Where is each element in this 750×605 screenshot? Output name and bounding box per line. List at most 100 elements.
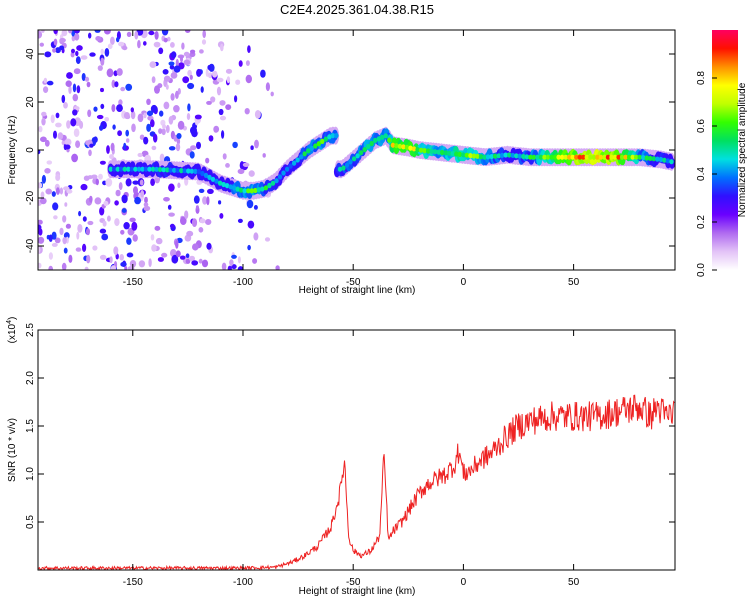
noise-blob bbox=[43, 77, 48, 84]
ridge-core bbox=[217, 180, 223, 186]
noise-blob bbox=[110, 36, 115, 45]
ridge-core bbox=[595, 154, 600, 160]
noise-blob bbox=[144, 196, 148, 204]
noise-blob bbox=[235, 79, 241, 85]
ridge-core bbox=[648, 155, 653, 161]
y-tick-label: 2.5 bbox=[25, 323, 36, 337]
ridge-core bbox=[521, 153, 526, 160]
noise-blob bbox=[207, 72, 213, 79]
noise-blob bbox=[93, 106, 98, 112]
noise-blob bbox=[59, 227, 64, 236]
noise-blob bbox=[59, 187, 64, 195]
noise-blob bbox=[41, 111, 47, 117]
noise-blob bbox=[180, 55, 183, 63]
colorbar-tick-label: 0.0 bbox=[696, 263, 707, 277]
noise-blob bbox=[168, 61, 175, 66]
noise-blob bbox=[189, 255, 195, 262]
noise-blob bbox=[68, 254, 73, 263]
noise-blob bbox=[44, 51, 52, 58]
noise-blob bbox=[86, 81, 91, 88]
noise-blob bbox=[169, 64, 175, 70]
noise-blob bbox=[131, 221, 138, 231]
noise-blob bbox=[100, 87, 104, 93]
noise-blob bbox=[163, 37, 168, 43]
noise-blob bbox=[138, 260, 146, 268]
ridge-core bbox=[397, 143, 403, 149]
ridge-core bbox=[157, 166, 163, 173]
noise-blob bbox=[76, 45, 83, 51]
spectrogram-marks bbox=[38, 30, 675, 270]
ridge-core bbox=[277, 174, 283, 180]
ridge-core bbox=[313, 143, 318, 149]
noise-blob bbox=[137, 152, 143, 158]
noise-blob bbox=[232, 141, 238, 149]
noise-blob bbox=[205, 157, 210, 164]
ridge-core bbox=[355, 153, 360, 159]
noise-blob bbox=[154, 225, 161, 231]
noise-blob bbox=[201, 259, 209, 268]
noise-blob bbox=[63, 186, 70, 191]
noise-blob bbox=[195, 120, 199, 126]
noise-blob bbox=[219, 100, 226, 106]
snr-ylabel: SNR (10 * v/v) bbox=[7, 418, 18, 482]
ridge-core bbox=[337, 166, 343, 172]
noise-blob bbox=[109, 154, 114, 160]
noise-blob bbox=[161, 128, 166, 136]
x-tick-label: -50 bbox=[346, 277, 361, 288]
noise-blob bbox=[57, 132, 64, 140]
noise-blob bbox=[157, 257, 164, 262]
ridge-core bbox=[588, 154, 593, 160]
noise-blob bbox=[75, 50, 79, 57]
noise-blob bbox=[179, 255, 186, 260]
ridge-core bbox=[447, 150, 452, 156]
noise-blob bbox=[43, 86, 49, 93]
noise-blob bbox=[105, 178, 113, 187]
ridge-core bbox=[284, 166, 290, 172]
noise-blob bbox=[95, 36, 102, 41]
noise-blob bbox=[234, 95, 238, 103]
ridge-core bbox=[577, 154, 582, 160]
noise-blob bbox=[237, 256, 241, 264]
ridge-core bbox=[514, 153, 519, 159]
ridge-core bbox=[380, 134, 385, 140]
ridge-core bbox=[341, 165, 346, 171]
spectrogram-panel: -150 -100 -50 0 50 -40 -20 0 20 40 Height of stra… bbox=[7, 29, 676, 296]
ridge-core bbox=[542, 154, 547, 160]
noise-blob bbox=[162, 69, 169, 75]
noise-blob bbox=[126, 138, 130, 143]
noise-blob bbox=[68, 30, 73, 34]
ridge-core bbox=[115, 166, 121, 172]
noise-blob bbox=[219, 115, 227, 121]
ridge-core bbox=[468, 153, 473, 159]
chart-title: C2E4.2025.361.04.38.R15 bbox=[280, 2, 434, 17]
noise-blob bbox=[148, 258, 152, 267]
ridge-core bbox=[295, 157, 300, 163]
noise-blob bbox=[44, 168, 51, 174]
snr-marks bbox=[38, 394, 675, 570]
ridge-core bbox=[570, 154, 575, 160]
noise-blob bbox=[53, 130, 57, 139]
noise-blob bbox=[111, 104, 116, 113]
noise-blob bbox=[55, 187, 60, 195]
ridge-core bbox=[112, 166, 117, 172]
noise-blob bbox=[186, 113, 191, 120]
noise-blob bbox=[38, 246, 41, 254]
noise-blob bbox=[80, 183, 88, 191]
ridge-core bbox=[443, 150, 448, 156]
noise-blob bbox=[99, 206, 105, 216]
noise-blob bbox=[120, 261, 127, 267]
ridge-core bbox=[651, 156, 656, 162]
noise-blob bbox=[163, 75, 171, 82]
y-tick-label: 40 bbox=[25, 48, 36, 60]
ridge-core bbox=[327, 134, 332, 140]
noise-blob bbox=[191, 218, 198, 228]
ridge-core bbox=[161, 167, 166, 173]
noise-blob bbox=[70, 52, 75, 58]
noise-blob bbox=[247, 244, 251, 251]
noise-blob bbox=[53, 38, 58, 46]
noise-blob bbox=[61, 94, 66, 104]
noise-blob bbox=[247, 220, 255, 229]
ridge-core bbox=[267, 182, 272, 189]
noise-blob bbox=[146, 98, 151, 106]
